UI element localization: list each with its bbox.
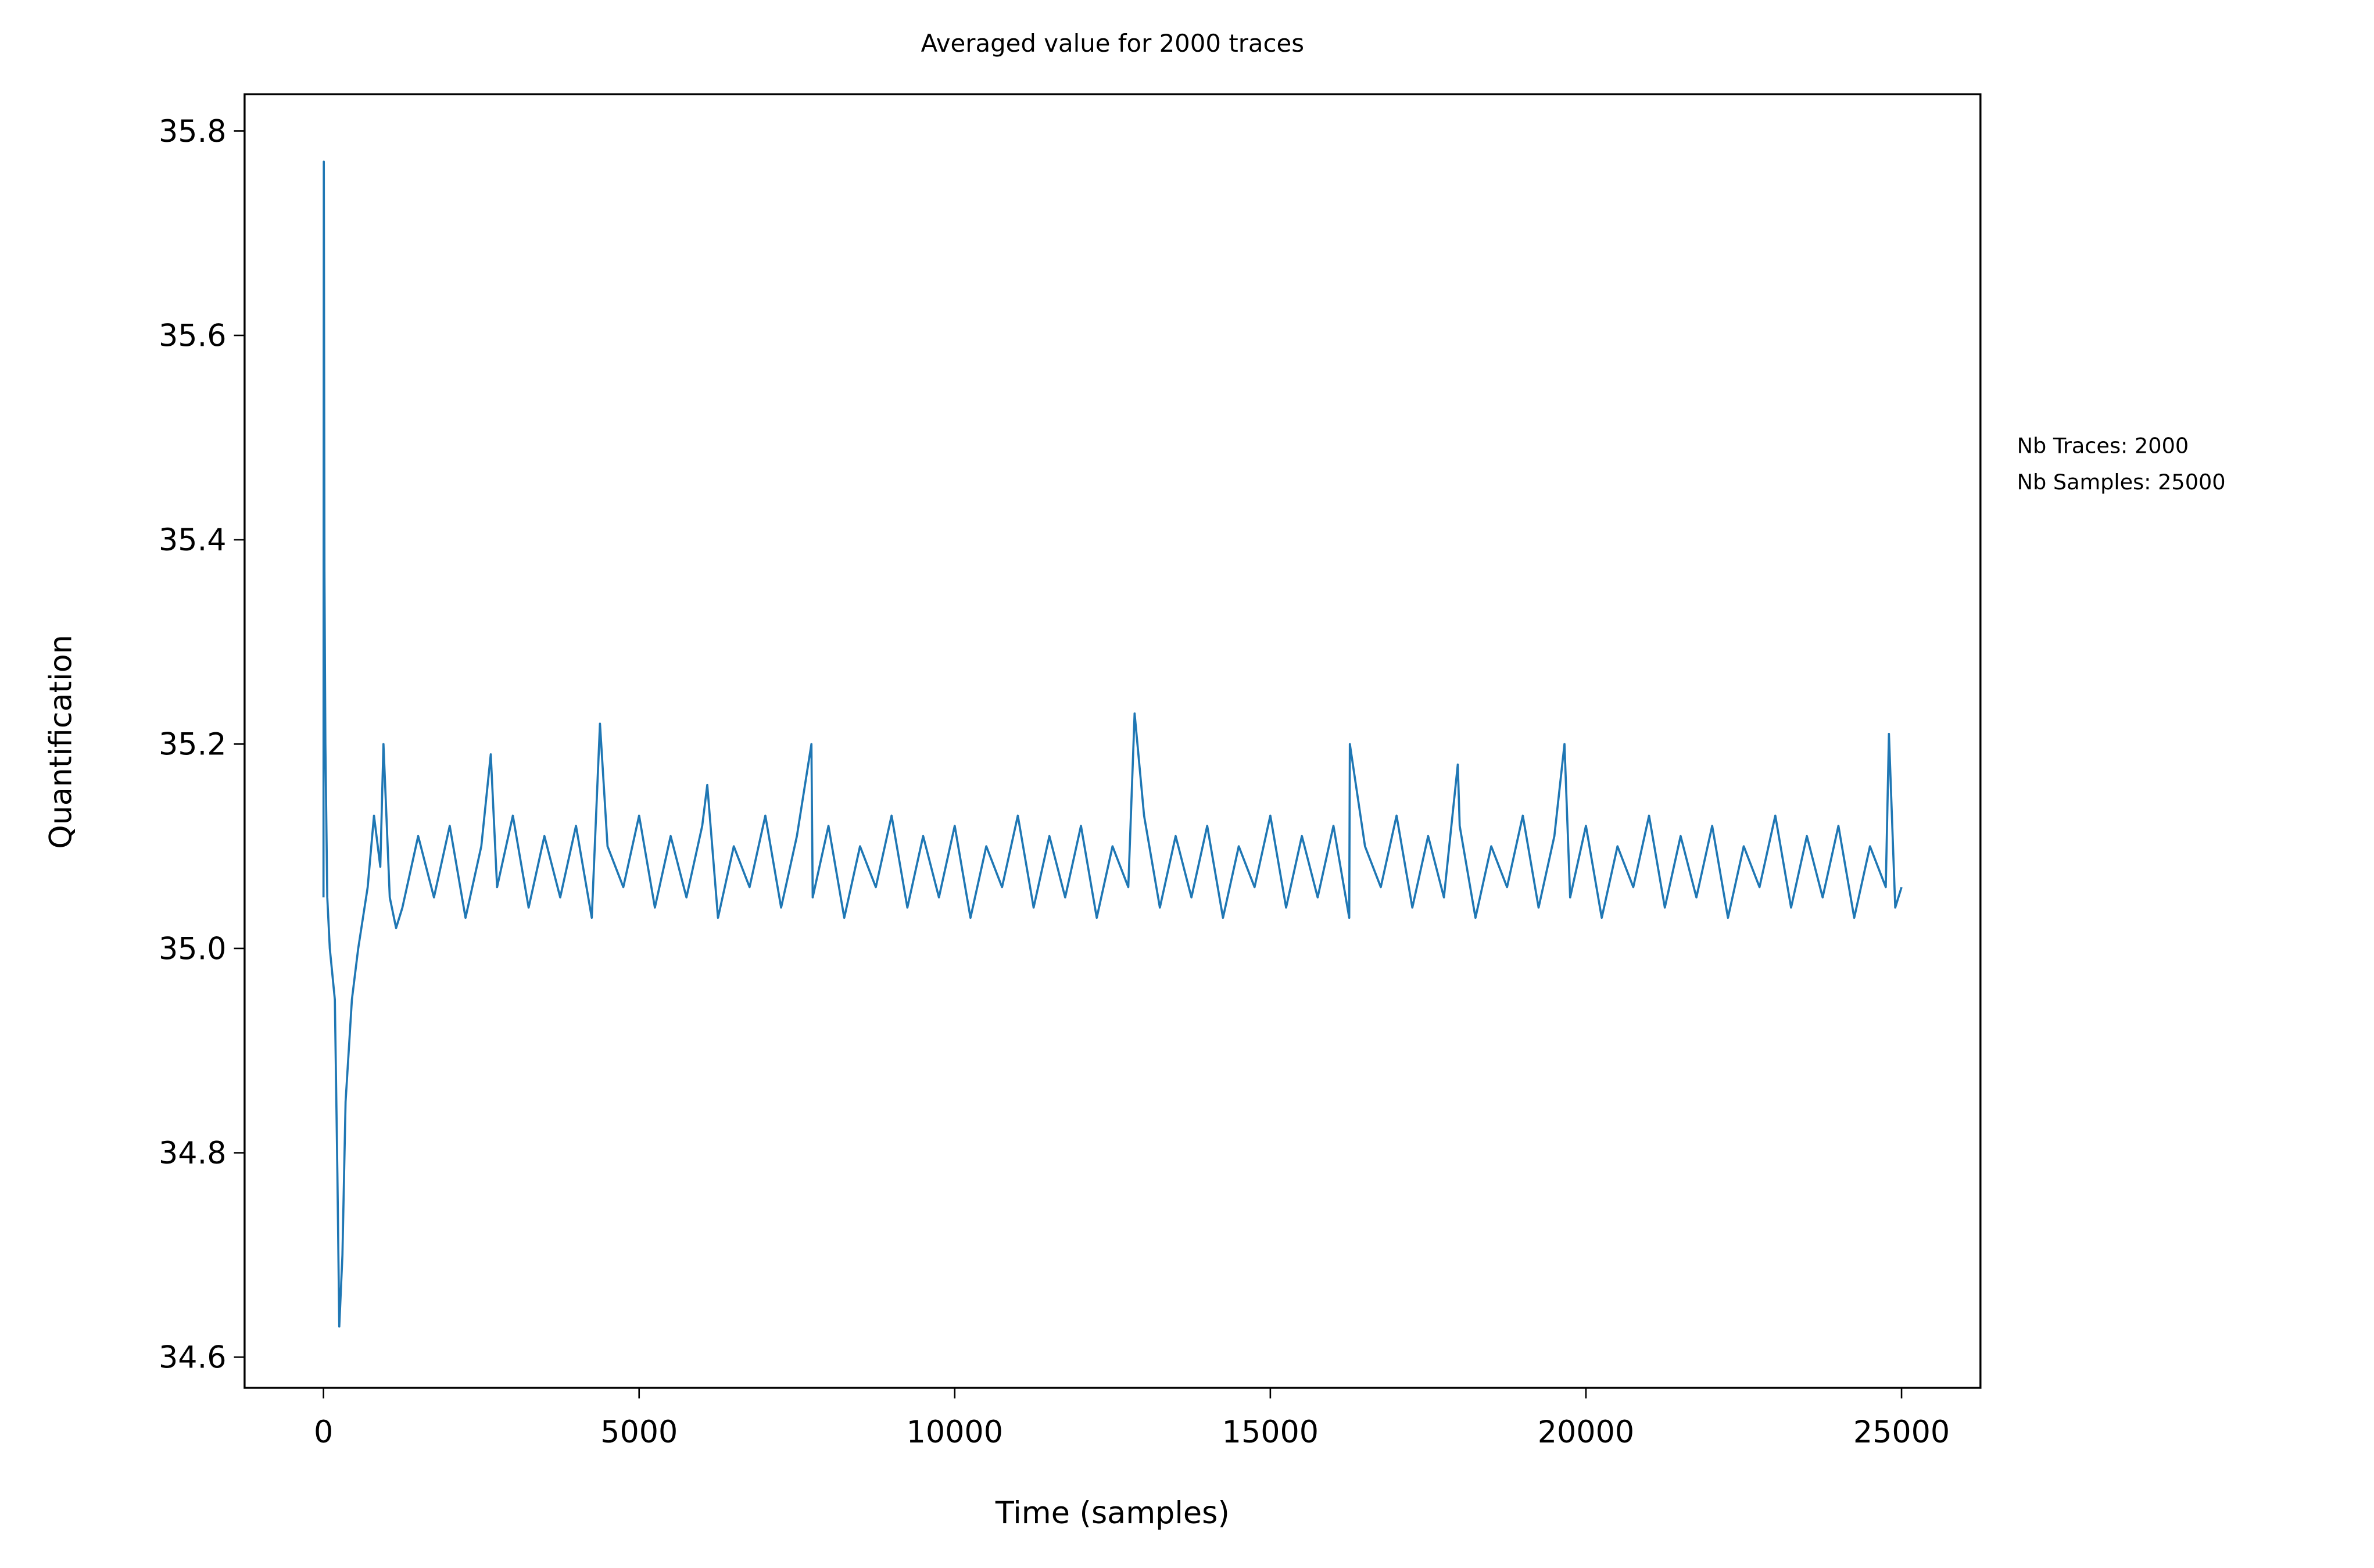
data-line (322, 160, 1903, 1328)
y-tick-label: 35.2 (159, 727, 226, 762)
x-tick-label: 0 (314, 1415, 333, 1450)
annotation: Nb Samples: 25000 (2017, 470, 2226, 495)
x-tick-label: 15000 (1222, 1415, 1319, 1450)
y-tick-label: 35.0 (159, 931, 226, 966)
x-tick-label: 25000 (1853, 1415, 1950, 1450)
y-tick-label: 35.6 (159, 318, 226, 353)
x-tick-label: 5000 (600, 1415, 678, 1450)
y-axis-label: Quantification (44, 635, 79, 849)
y-tick-label: 34.8 (159, 1136, 226, 1171)
x-tick-label: 20000 (1538, 1415, 1634, 1450)
x-tick-label: 10000 (907, 1415, 1003, 1450)
plot-frame (244, 93, 1982, 1389)
x-axis-label: Time (samples) (995, 1495, 1230, 1531)
annotation: Nb Traces: 2000 (2017, 433, 2189, 458)
y-tick-label: 35.4 (159, 522, 226, 558)
y-tick-label: 35.8 (159, 114, 226, 149)
chart-title: Averaged value for 2000 traces (921, 29, 1304, 58)
y-tick-label: 34.6 (159, 1340, 226, 1376)
